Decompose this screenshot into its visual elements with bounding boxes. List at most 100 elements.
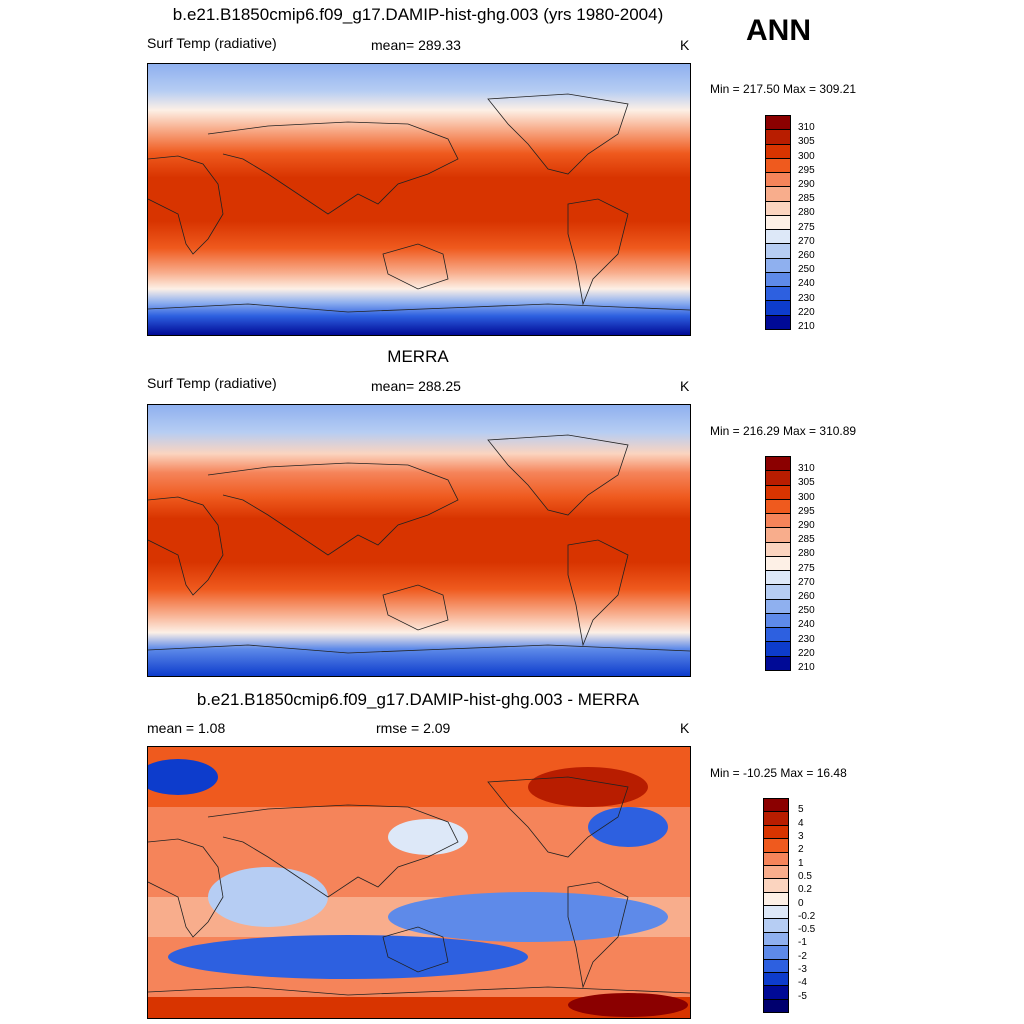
- colorbar-tick-label: 280: [798, 548, 815, 560]
- panel-2-minmax: Min = 216.29 Max = 310.89: [710, 424, 857, 438]
- panel-2-variable-label: Surf Temp (radiative): [147, 375, 277, 391]
- colorbar-tick-label: 240: [798, 278, 815, 290]
- panel-3-colorbar: [763, 798, 789, 1013]
- colorbar-tick-label: -5: [798, 990, 807, 1002]
- colorbar-tick-label: 285: [798, 534, 815, 546]
- panel-2-map-field: [148, 405, 690, 676]
- panel-1-minmax: Min = 217.50 Max = 309.21: [710, 82, 857, 96]
- panel-3-units: K: [680, 720, 690, 736]
- colorbar-swatch: [764, 986, 788, 1000]
- colorbar-swatch: [766, 485, 790, 500]
- colorbar-swatch: [766, 158, 790, 174]
- colorbar-tick-label: 290: [798, 520, 815, 531]
- colorbar-tick-label: -0.2: [798, 910, 816, 922]
- panel-3-mean-label: mean = 1.08: [147, 720, 226, 736]
- colorbar-swatch: [764, 946, 788, 960]
- colorbar-swatch: [766, 457, 790, 472]
- panel-1-map-field: [148, 64, 690, 335]
- colorbar-swatch: [764, 825, 788, 840]
- colorbar-tick-label: 300: [798, 150, 815, 162]
- colorbar-tick-label: 240: [798, 619, 815, 631]
- colorbar-swatch: [766, 542, 790, 557]
- colorbar-swatch: [764, 919, 788, 933]
- colorbar-swatch: [764, 906, 788, 920]
- colorbar-tick-label: 285: [798, 193, 815, 205]
- colorbar-swatch: [766, 499, 790, 515]
- colorbar-tick-label: 310: [798, 122, 815, 134]
- colorbar-swatch: [764, 972, 788, 987]
- colorbar-swatch: [766, 201, 790, 216]
- colorbar-tick-label: 210: [798, 662, 815, 673]
- colorbar-tick-label: -3: [798, 964, 807, 976]
- colorbar-tick-label: 270: [798, 235, 815, 247]
- colorbar-tick-label: 310: [798, 463, 815, 475]
- colorbar-tick-label: 295: [798, 164, 815, 176]
- colorbar-tick-label: 250: [798, 605, 815, 617]
- panel-1-colorbar: [765, 115, 791, 330]
- colorbar-swatch: [764, 865, 788, 880]
- colorbar-swatch: [766, 656, 790, 670]
- colorbar-swatch: [764, 812, 788, 826]
- colorbar-swatch: [766, 144, 790, 159]
- colorbar-swatch: [766, 116, 790, 131]
- colorbar-tick-label: 220: [798, 647, 815, 659]
- panel-1-variable-label: Surf Temp (radiative): [147, 35, 277, 51]
- colorbar-swatch: [766, 628, 790, 643]
- colorbar-swatch: [764, 879, 788, 893]
- season-label: ANN: [746, 14, 811, 47]
- colorbar-swatch: [766, 230, 790, 245]
- colorbar-swatch: [766, 528, 790, 543]
- colorbar-tick-label: -0.5: [798, 924, 816, 936]
- panel-3-map: [147, 746, 691, 1019]
- colorbar-tick-label: 220: [798, 306, 815, 318]
- colorbar-swatch: [766, 556, 790, 572]
- colorbar-swatch: [766, 642, 790, 657]
- colorbar-swatch: [764, 852, 788, 866]
- colorbar-swatch: [766, 287, 790, 302]
- colorbar-swatch: [766, 613, 790, 629]
- colorbar-tick-label: 305: [798, 477, 815, 489]
- colorbar-tick-label: -4: [798, 977, 807, 989]
- colorbar-tick-label: 1: [798, 857, 804, 869]
- colorbar-swatch: [766, 585, 790, 600]
- colorbar-swatch: [766, 571, 790, 586]
- colorbar-tick-label: 275: [798, 562, 815, 574]
- colorbar-swatch: [766, 272, 790, 288]
- colorbar-swatch: [766, 315, 790, 329]
- panel-3-title: b.e21.B1850cmip6.f09_g17.DAMIP-hist-ghg.…: [196, 690, 640, 709]
- panel-3-map-field: [148, 747, 690, 1018]
- colorbar-tick-label: 2: [798, 844, 804, 856]
- colorbar-tick-label: -1: [798, 937, 807, 949]
- panel-1-title: b.e21.B1850cmip6.f09_g17.DAMIP-hist-ghg.…: [172, 5, 664, 24]
- colorbar-tick-label: 275: [798, 221, 815, 233]
- colorbar-tick-label: 230: [798, 633, 815, 645]
- colorbar-tick-label: 210: [798, 321, 815, 332]
- panel-2-map: [147, 404, 691, 677]
- colorbar-swatch: [764, 892, 788, 906]
- panel-1-mean-label: mean= 289.33: [371, 37, 461, 53]
- colorbar-swatch: [766, 258, 790, 273]
- colorbar-swatch: [766, 244, 790, 259]
- colorbar-swatch: [766, 514, 790, 529]
- panel-1-units: K: [680, 37, 690, 53]
- colorbar-tick-label: 5: [798, 804, 804, 816]
- panel-2-units: K: [680, 378, 690, 394]
- panel-3-minmax: Min = -10.25 Max = 16.48: [710, 766, 847, 780]
- colorbar-swatch: [766, 173, 790, 188]
- colorbar-swatch: [766, 471, 790, 486]
- colorbar-tick-label: 0.5: [798, 870, 812, 882]
- colorbar-swatch: [766, 215, 790, 231]
- colorbar-tick-label: -2: [798, 950, 807, 962]
- colorbar-tick-label: 230: [798, 292, 815, 304]
- colorbar-swatch: [764, 999, 788, 1012]
- colorbar-tick-label: 250: [798, 264, 815, 276]
- panel-1-map: [147, 63, 691, 336]
- colorbar-tick-label: 295: [798, 505, 815, 517]
- colorbar-swatch: [766, 130, 790, 145]
- colorbar-tick-label: 300: [798, 491, 815, 503]
- colorbar-tick-label: 4: [798, 817, 804, 829]
- colorbar-swatch: [766, 599, 790, 614]
- panel-3-rmse-label: rmse = 2.09: [376, 720, 451, 736]
- colorbar-tick-label: 270: [798, 576, 815, 588]
- colorbar-tick-label: 290: [798, 179, 815, 190]
